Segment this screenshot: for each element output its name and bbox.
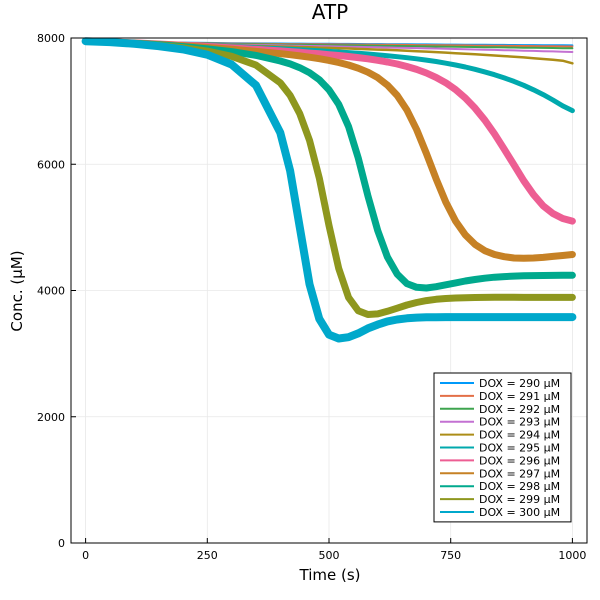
legend-label: DOX = 299 μM bbox=[479, 493, 560, 506]
y-axis-label: Conc. (μM) bbox=[8, 250, 26, 331]
tick-labels: 0 250 500 750 1000 0 2000 4000 6000 8000 bbox=[37, 32, 586, 562]
legend-label: DOX = 294 μM bbox=[479, 429, 560, 442]
legend-label: DOX = 291 μM bbox=[479, 390, 560, 403]
x-tick-label: 500 bbox=[319, 549, 340, 562]
legend-label: DOX = 290 μM bbox=[479, 377, 560, 390]
y-tick-label: 2000 bbox=[37, 411, 65, 424]
x-axis-label: Time (s) bbox=[299, 566, 361, 584]
chart-title: ATP bbox=[312, 0, 348, 24]
y-tick-label: 6000 bbox=[37, 158, 65, 171]
series-lines bbox=[81, 37, 577, 343]
legend-label: DOX = 295 μM bbox=[479, 442, 560, 455]
legend-label: DOX = 300 μM bbox=[479, 506, 560, 519]
legend-label: DOX = 296 μM bbox=[479, 454, 560, 467]
series-line-8 bbox=[82, 37, 576, 292]
legend-label: DOX = 292 μM bbox=[479, 403, 560, 416]
x-tick-label: 250 bbox=[197, 549, 218, 562]
y-tick-label: 0 bbox=[58, 537, 65, 550]
legend-label: DOX = 298 μM bbox=[479, 480, 560, 493]
series-line-9 bbox=[82, 37, 576, 318]
x-tick-label: 1000 bbox=[558, 549, 586, 562]
legend-label: DOX = 293 μM bbox=[479, 416, 560, 429]
x-tick-label: 750 bbox=[440, 549, 461, 562]
legend-label: DOX = 297 μM bbox=[479, 467, 560, 480]
y-tick-label: 8000 bbox=[37, 32, 65, 45]
x-tick-label: 0 bbox=[82, 549, 89, 562]
series-line-10 bbox=[81, 37, 577, 343]
y-tick-label: 4000 bbox=[37, 285, 65, 298]
